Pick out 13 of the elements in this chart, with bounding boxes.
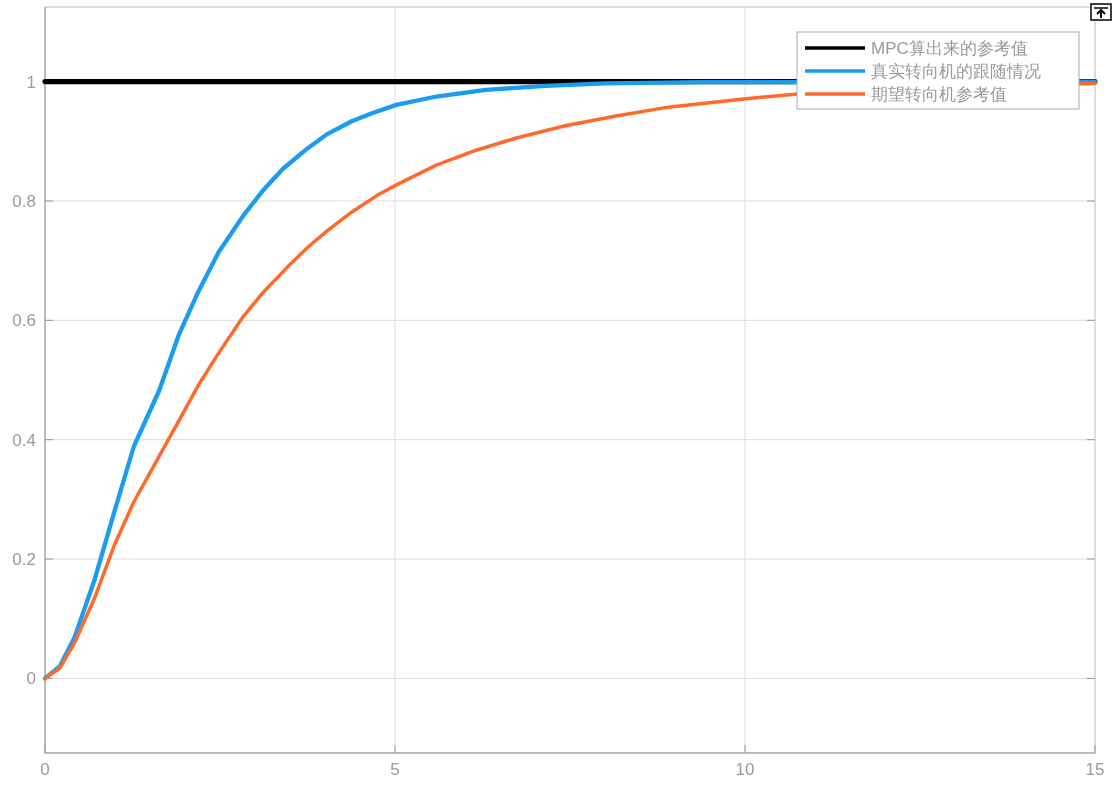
x-tick-label: 0 bbox=[40, 760, 50, 779]
legend-label: MPC算出来的参考值 bbox=[871, 39, 1028, 58]
y-tick-label: 1 bbox=[26, 72, 36, 92]
y-tick-label: 0 bbox=[26, 669, 36, 689]
y-tick-label: 0.2 bbox=[12, 550, 36, 570]
y-tick-label: 0.6 bbox=[12, 311, 36, 331]
legend-label: 真实转向机的跟随情况 bbox=[871, 62, 1041, 81]
x-tick-label: 15 bbox=[1085, 760, 1105, 779]
y-tick-label: 0.4 bbox=[12, 430, 36, 450]
y-tick-label: 0.8 bbox=[12, 191, 36, 211]
x-tick-label: 5 bbox=[390, 760, 400, 779]
legend-label: 期望转向机参考值 bbox=[871, 85, 1007, 104]
x-tick-label: 10 bbox=[735, 760, 755, 779]
